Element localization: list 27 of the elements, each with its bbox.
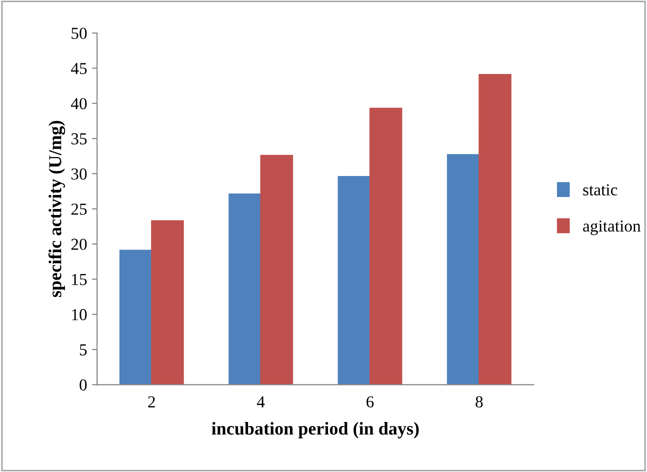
y-tick-label: 0	[80, 379, 87, 391]
y-tick-label: 15	[72, 274, 87, 286]
y-tick-label: 50	[72, 28, 87, 39]
y-tick-label: 45	[70, 63, 87, 74]
bar	[369, 108, 402, 385]
bar	[119, 250, 152, 385]
bar	[446, 154, 480, 385]
y-tick-label: 20	[71, 238, 87, 250]
bar	[260, 154, 294, 385]
legend-label: static	[583, 184, 618, 196]
bar	[151, 220, 184, 385]
x-tick-label: 4	[256, 396, 265, 408]
y-tick-label: 35	[71, 133, 87, 144]
y-tick-label: 10	[72, 309, 87, 320]
y-tick-label: 5	[80, 344, 87, 356]
bar	[478, 74, 512, 385]
y-tick-label: 25	[71, 204, 87, 215]
y-tick-label: 30	[71, 168, 87, 180]
bar	[338, 176, 371, 385]
x-tick-label: 6	[366, 396, 374, 408]
bar	[228, 194, 262, 385]
y-axis-title: specific activity (U/mg)	[48, 120, 66, 298]
x-axis-title: incubation period (in days)	[212, 422, 419, 438]
x-tick-label: 8	[476, 396, 483, 408]
legend-label: agitation	[583, 220, 641, 236]
x-tick-label: 2	[148, 396, 155, 408]
y-tick-label: 40	[70, 98, 87, 110]
